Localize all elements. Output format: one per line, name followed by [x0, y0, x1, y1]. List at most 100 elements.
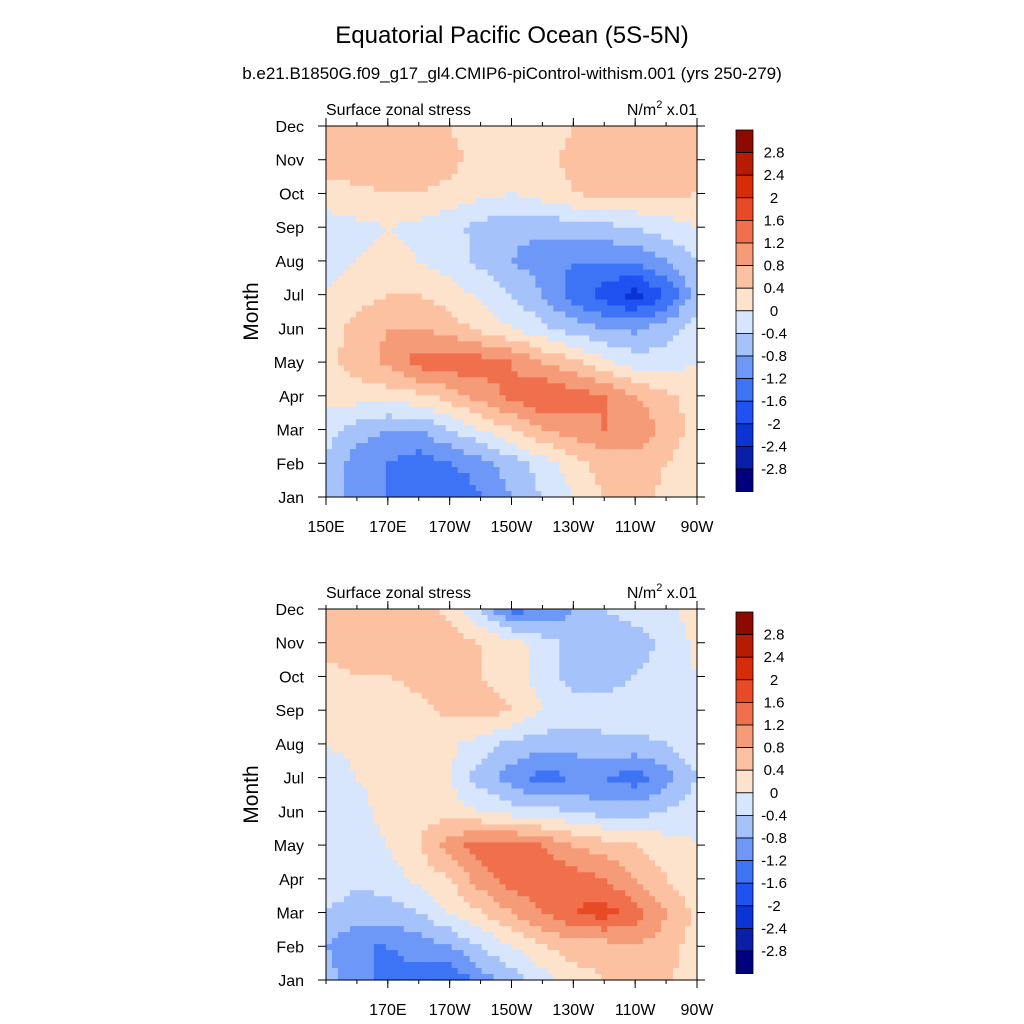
contour-cell [589, 389, 596, 396]
contour-cell [691, 269, 698, 277]
contour-cell [385, 137, 393, 145]
contour-cell [649, 131, 656, 139]
contour-cell [487, 137, 495, 145]
contour-cell [367, 395, 375, 402]
contour-cell [655, 131, 662, 139]
contour-cell [619, 425, 626, 432]
contour-cell [535, 209, 543, 217]
contour-cell [571, 674, 578, 682]
contour-cell [403, 425, 411, 432]
contour-cell [691, 455, 698, 462]
contour-cell [619, 239, 626, 247]
contour-cell [481, 215, 489, 223]
contour-cell [385, 449, 393, 456]
contour-cell [595, 287, 602, 295]
contour-cell [445, 203, 453, 211]
contour-cell [475, 389, 483, 396]
contour-cell [349, 443, 357, 450]
contour-cell [673, 281, 680, 289]
contour-cell [583, 674, 590, 682]
contour-cell [589, 155, 596, 163]
contour-cell [511, 662, 519, 670]
contour-cell [337, 443, 345, 450]
contour-cell [409, 305, 417, 313]
contour-cell [589, 359, 596, 366]
contour-cell [361, 269, 369, 277]
contour-cell [391, 185, 399, 193]
contour-cell [487, 269, 495, 277]
contour-cell [577, 269, 584, 277]
contour-cell [583, 323, 590, 331]
contour-cell [379, 431, 387, 438]
contour-cell [349, 632, 357, 640]
contour-cell [343, 221, 351, 229]
contour-cell [343, 662, 351, 670]
contour-cell [391, 167, 399, 175]
contour-cell [421, 419, 429, 426]
contour-cell [355, 221, 363, 229]
contour-cell [373, 609, 381, 616]
contour-cell [343, 443, 351, 450]
contour-cell [326, 173, 333, 181]
contour-cell [541, 131, 548, 139]
contour-cell [421, 680, 429, 688]
contour-cell [649, 239, 656, 247]
contour-cell [625, 311, 632, 319]
contour-cell [427, 203, 435, 211]
contour-cell [517, 341, 525, 348]
contour-cell [523, 419, 531, 426]
contour-cell [475, 401, 483, 408]
contour-cell [595, 668, 602, 676]
contour-cell [685, 227, 692, 235]
contour-cell [487, 287, 495, 295]
contour-cell [529, 674, 537, 682]
contour-cell [637, 341, 644, 348]
contour-cell [601, 620, 608, 628]
contour-cell [571, 173, 578, 181]
contour-cell [511, 479, 519, 486]
contour-cell [481, 437, 489, 444]
contour-cell [553, 644, 560, 652]
contour-cell [397, 383, 405, 390]
contour-cell [553, 185, 560, 193]
contour-cell [523, 620, 531, 628]
contour-cell [343, 203, 351, 211]
contour-cell [326, 203, 333, 211]
contour-cell [637, 323, 644, 331]
contour-cell [397, 461, 405, 468]
contour-cell [349, 155, 357, 163]
contour-cell [649, 650, 656, 658]
contour-cell [625, 674, 632, 682]
contour-cell [553, 467, 560, 474]
contour-cell [679, 461, 686, 468]
contour-cell [397, 185, 405, 193]
contour-cell [595, 449, 602, 456]
contour-cell [571, 293, 578, 301]
contour-cell [511, 149, 519, 157]
contour-cell [523, 149, 531, 157]
contour-cell [481, 473, 489, 480]
contour-cell [379, 191, 387, 199]
contour-cell [355, 359, 363, 366]
contour-cell [355, 209, 363, 217]
contour-cell [409, 626, 417, 634]
contour-cell [547, 143, 554, 151]
contour-cell [637, 674, 644, 682]
contour-cell [571, 353, 578, 360]
contour-cell [367, 203, 375, 211]
contour-cell [331, 131, 339, 139]
contour-cell [523, 407, 531, 414]
contour-cell [367, 251, 375, 259]
contour-cell [367, 614, 375, 622]
contour-cell [547, 626, 554, 634]
contour-cell [397, 245, 405, 253]
contour-cell [535, 491, 543, 498]
contour-cell [385, 698, 393, 706]
contour-cell [439, 299, 447, 307]
contour-cell [373, 491, 381, 498]
contour-cell [451, 347, 459, 354]
contour-cell [337, 353, 345, 360]
contour-cell [517, 419, 525, 426]
contour-cell [463, 275, 471, 283]
contour-cell [505, 329, 513, 337]
